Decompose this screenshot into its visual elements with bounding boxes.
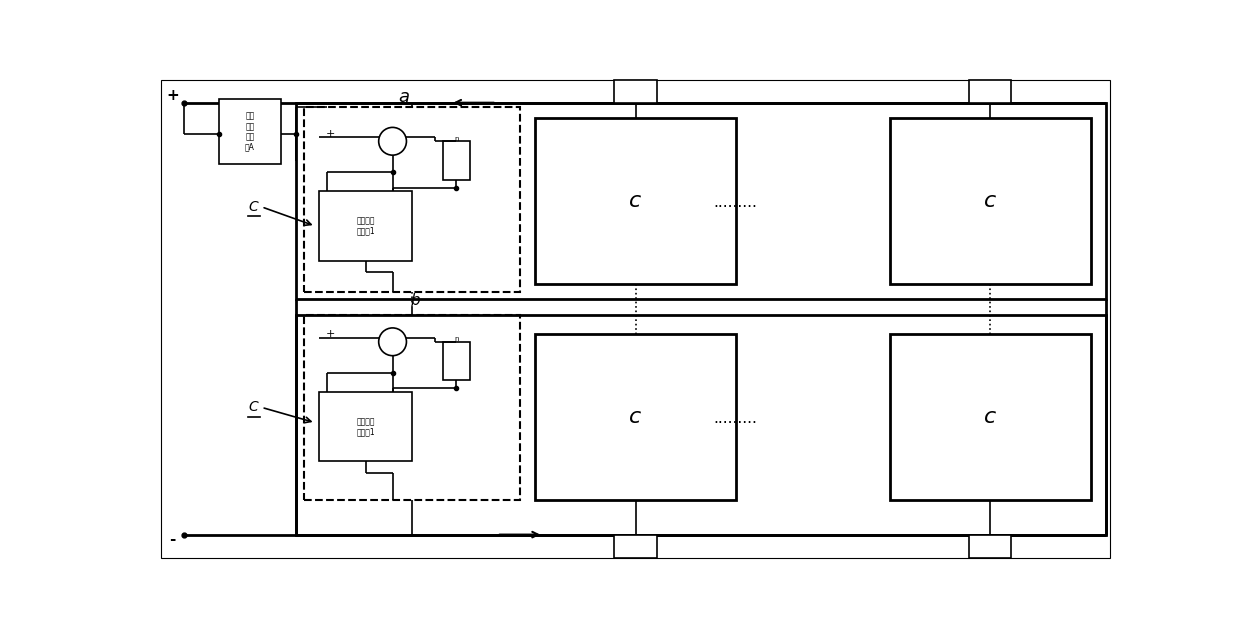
- Text: n: n: [454, 336, 459, 343]
- Bar: [296, 315, 1106, 534]
- Bar: [890, 118, 1090, 284]
- Text: .........: .........: [714, 411, 758, 427]
- Text: c: c: [985, 191, 997, 211]
- Bar: [304, 107, 520, 292]
- Text: a: a: [398, 88, 409, 106]
- Text: C: C: [249, 200, 259, 214]
- Text: c: c: [630, 191, 641, 211]
- Bar: [614, 534, 657, 558]
- Bar: [296, 103, 1106, 299]
- Bar: [536, 334, 735, 500]
- Text: 太阳能电
池组件1: 太阳能电 池组件1: [356, 417, 374, 436]
- Bar: [219, 99, 280, 165]
- Text: b: b: [410, 293, 420, 309]
- Bar: [319, 191, 412, 261]
- Text: 太阳能电
池组件1: 太阳能电 池组件1: [356, 216, 374, 236]
- Text: C: C: [249, 400, 259, 415]
- Text: +: +: [326, 129, 336, 139]
- Text: c: c: [630, 407, 641, 427]
- Text: n: n: [454, 136, 459, 142]
- Text: +: +: [166, 88, 179, 102]
- Bar: [614, 80, 657, 103]
- Bar: [319, 392, 412, 461]
- Bar: [443, 141, 470, 180]
- Bar: [536, 118, 735, 284]
- Bar: [968, 80, 1012, 103]
- Bar: [304, 315, 520, 500]
- Text: +: +: [326, 329, 336, 339]
- Bar: [443, 342, 470, 380]
- Bar: [968, 534, 1012, 558]
- Bar: [890, 334, 1090, 500]
- Circle shape: [378, 127, 407, 155]
- Text: -: -: [170, 533, 176, 548]
- Text: 断电
信号
发生
器A: 断电 信号 发生 器A: [246, 112, 255, 151]
- Text: .........: .........: [714, 196, 758, 211]
- Text: c: c: [985, 407, 997, 427]
- Circle shape: [378, 328, 407, 356]
